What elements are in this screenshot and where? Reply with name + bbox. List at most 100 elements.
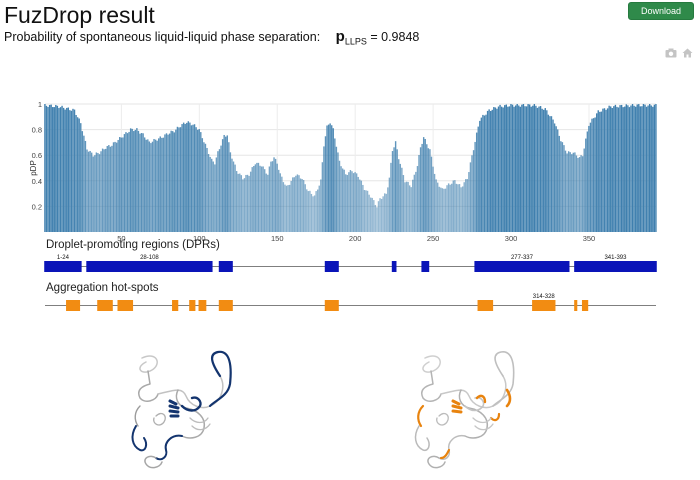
x-tick-label: 300 bbox=[505, 234, 518, 243]
pdp-bar bbox=[198, 129, 200, 232]
pdp-bar bbox=[44, 104, 46, 232]
pdp-bar bbox=[421, 143, 423, 232]
x-tick-label: 150 bbox=[271, 234, 284, 243]
llps-label: pLLPS bbox=[336, 28, 367, 47]
pdp-bar bbox=[485, 114, 487, 232]
pdp-bar bbox=[585, 138, 587, 232]
pdp-bar bbox=[259, 165, 261, 232]
pdp-bar bbox=[471, 155, 473, 232]
pdp-bar bbox=[480, 117, 483, 232]
pdp-bar bbox=[524, 106, 526, 232]
pdp-bar bbox=[530, 106, 532, 232]
pdp-bar bbox=[564, 150, 567, 232]
pdp-bar bbox=[614, 104, 617, 232]
pdp-bar bbox=[650, 105, 652, 232]
pdp-bar bbox=[479, 120, 481, 232]
page-title: FuzDrop result bbox=[4, 2, 155, 28]
pdp-bar bbox=[511, 104, 514, 232]
pdp-bar bbox=[228, 142, 230, 232]
dpr-region bbox=[421, 261, 430, 272]
pdp-bar bbox=[111, 145, 113, 232]
pdp-bar bbox=[474, 141, 476, 232]
camera-icon[interactable] bbox=[665, 48, 677, 58]
pdp-bar bbox=[162, 137, 165, 232]
pdp-bar bbox=[114, 141, 116, 232]
pdp-bar bbox=[416, 166, 419, 232]
pdp-bar bbox=[546, 110, 548, 232]
pdp-bar bbox=[137, 130, 140, 232]
pdp-bar bbox=[50, 104, 52, 232]
pdp-bar bbox=[94, 155, 96, 232]
pdp-bar bbox=[624, 106, 626, 232]
y-tick-label: 0.2 bbox=[32, 202, 42, 211]
pdp-bar bbox=[630, 105, 632, 232]
pdp-bar bbox=[148, 141, 151, 232]
pdp-bar bbox=[92, 156, 94, 232]
pdp-bar bbox=[374, 204, 377, 232]
pdp-bar bbox=[594, 117, 596, 232]
pdp-bar bbox=[402, 175, 405, 232]
hotspot-region bbox=[324, 300, 339, 311]
pdp-bar bbox=[373, 200, 375, 232]
pdp-bar bbox=[324, 136, 327, 232]
home-icon[interactable] bbox=[682, 48, 694, 58]
download-button[interactable]: Download bbox=[628, 2, 694, 20]
pdp-bar bbox=[490, 111, 492, 232]
pdp-bar bbox=[240, 175, 243, 232]
pdp-bar bbox=[571, 154, 573, 232]
pdp-bar bbox=[145, 139, 147, 232]
pdp-bar bbox=[285, 185, 288, 232]
pdp-bar bbox=[376, 207, 378, 232]
pdp-bar bbox=[282, 182, 285, 232]
pdp-bar bbox=[288, 184, 291, 232]
pdp-bar bbox=[437, 182, 439, 232]
pdp-bar bbox=[129, 128, 132, 232]
pdp-bar bbox=[246, 174, 249, 232]
pdp-bar bbox=[80, 123, 82, 232]
pdp-bar bbox=[84, 140, 87, 232]
pdp-bar bbox=[652, 106, 654, 232]
hotspot-region bbox=[66, 300, 81, 311]
hotspot-region bbox=[97, 300, 113, 311]
pdp-bar bbox=[539, 106, 542, 232]
pdp-bar bbox=[83, 135, 85, 232]
pdp-bar bbox=[89, 150, 91, 232]
pdp-bar bbox=[337, 152, 339, 232]
dpr-track: 1-24 28-108 277-337 341-393 bbox=[44, 255, 657, 272]
pdp-bar bbox=[602, 108, 604, 232]
pdp-bar bbox=[62, 107, 65, 232]
pdp-bar bbox=[338, 160, 341, 232]
pdp-bar bbox=[253, 166, 255, 232]
pdp-bar bbox=[56, 105, 59, 232]
pdp-bar bbox=[170, 130, 172, 232]
pdp-bar bbox=[379, 198, 381, 232]
pdp-bar bbox=[408, 185, 411, 232]
pdp-bar bbox=[477, 126, 479, 232]
hotspot-region bbox=[532, 300, 556, 311]
pdp-bar bbox=[58, 108, 60, 232]
pdp-bar bbox=[532, 105, 534, 232]
pdp-bar bbox=[315, 191, 317, 232]
x-tick-label: 50 bbox=[117, 234, 125, 243]
pdp-bar bbox=[363, 190, 366, 232]
pdp-bar bbox=[332, 128, 334, 232]
pdp-bar bbox=[362, 184, 364, 232]
pdp-bar bbox=[447, 183, 450, 232]
pdp-bar bbox=[461, 186, 464, 232]
pdp-bar bbox=[226, 135, 228, 232]
pdp-bar bbox=[257, 162, 260, 232]
pdp-bar bbox=[122, 137, 124, 232]
pdp-bar bbox=[151, 141, 154, 232]
pdp-bar bbox=[52, 107, 54, 232]
pdp-bar bbox=[586, 131, 589, 232]
y-tick-label: 0.6 bbox=[32, 151, 42, 160]
pdp-bar bbox=[592, 118, 595, 232]
pdp-bar bbox=[645, 106, 648, 232]
pdp-bar bbox=[164, 134, 166, 232]
pdp-bar bbox=[243, 178, 246, 232]
pdp-bar bbox=[195, 127, 197, 232]
pdp-bar bbox=[265, 173, 267, 232]
pdp-bar bbox=[98, 154, 101, 232]
dpr-region bbox=[44, 261, 82, 272]
pdp-bar bbox=[167, 134, 169, 232]
